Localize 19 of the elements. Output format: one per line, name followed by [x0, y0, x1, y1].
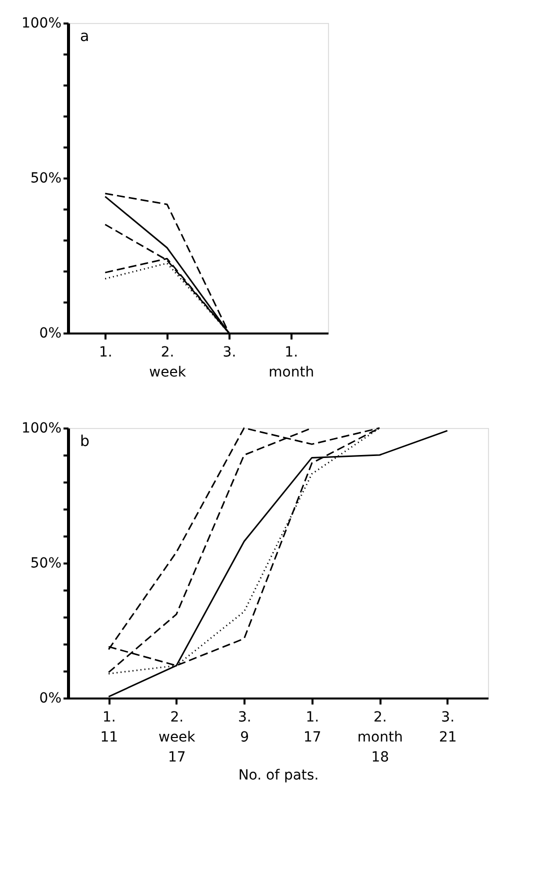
x-tick-label: 3. 9: [238, 710, 252, 746]
chart-title: a: [80, 27, 90, 45]
y-tick-label: 0%: [39, 690, 62, 706]
x-tick-label: 2. week: [149, 344, 187, 380]
x-tick-label: 3.: [222, 344, 236, 360]
x-tick-label: 2. month 18: [357, 710, 403, 766]
x-tick-label: 1. month: [268, 344, 314, 380]
x-tick-label: 1. 11: [100, 710, 118, 746]
x-tick-label: 1. 17: [303, 710, 322, 746]
x-tick-label: 3. 21: [438, 710, 457, 746]
chart-title: b: [80, 432, 90, 450]
y-tick-label: 100%: [21, 16, 62, 32]
y-tick-label: 50%: [30, 170, 62, 186]
x-axis-title: No. of pats.: [238, 768, 319, 784]
y-tick-label: 100%: [21, 420, 62, 436]
x-tick-label: 1.: [98, 344, 112, 360]
x-tick-label: 2. week 17: [158, 710, 196, 766]
y-tick-label: 0%: [39, 326, 62, 342]
y-tick-label: 50%: [30, 556, 62, 572]
